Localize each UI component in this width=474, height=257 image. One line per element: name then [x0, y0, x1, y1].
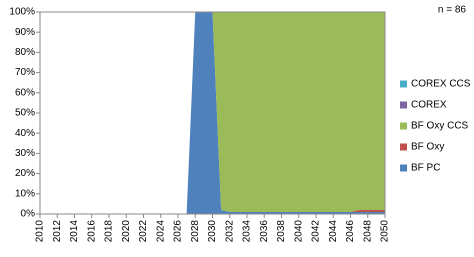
x-tick-label: 2030 — [207, 220, 218, 243]
legend-label: COREX CCS — [411, 79, 471, 90]
x-tick-label: 2038 — [276, 220, 287, 243]
x-tick-label: 2042 — [311, 220, 322, 243]
x-tick-label: 2044 — [328, 220, 339, 243]
x-tick-label: 2012 — [52, 220, 63, 243]
legend-label: COREX — [411, 100, 447, 111]
y-tick-label: 50% — [15, 108, 35, 119]
legend-swatch — [400, 80, 407, 88]
area — [40, 12, 385, 214]
legend-swatch — [400, 101, 407, 109]
x-tick-label: 2020 — [121, 220, 132, 243]
x-tick-label: 2050 — [380, 220, 391, 243]
legend-swatch — [400, 164, 407, 172]
y-tick-label: 20% — [15, 168, 35, 179]
y-tick-label: 80% — [15, 47, 35, 58]
x-tick-label: 2036 — [259, 220, 270, 243]
y-tick-label: 90% — [15, 27, 35, 38]
x-tick-label: 2022 — [138, 220, 149, 243]
y-tick-label: 70% — [15, 67, 35, 78]
legend-label: BF Oxy — [411, 142, 444, 153]
x-tick-label: 2018 — [104, 220, 115, 243]
y-tick-label: 100% — [9, 7, 35, 18]
x-tick-label: 2010 — [35, 220, 46, 243]
y-tick-label: 40% — [15, 128, 35, 139]
y-tick-label: 30% — [15, 148, 35, 159]
y-tick-label: 0% — [21, 209, 36, 220]
annotation: n = 86 — [438, 5, 467, 16]
x-tick-label: 2016 — [86, 220, 97, 243]
x-tick-label: 2046 — [345, 220, 356, 243]
x-tick-label: 2014 — [69, 220, 80, 243]
legend-swatch — [400, 122, 407, 130]
legend-swatch — [400, 143, 407, 151]
y-tick-label: 10% — [15, 188, 35, 199]
x-tick-label: 2026 — [173, 220, 184, 243]
x-tick-label: 2034 — [242, 220, 253, 243]
legend-label: BF PC — [411, 163, 440, 174]
x-tick-label: 2032 — [224, 220, 235, 243]
x-tick-label: 2048 — [362, 220, 373, 243]
x-tick-label: 2028 — [190, 220, 201, 243]
x-tick-label: 2040 — [293, 220, 304, 243]
area — [40, 12, 385, 214]
y-tick-label: 60% — [15, 87, 35, 98]
legend-label: BF Oxy CCS — [411, 121, 469, 132]
x-tick-label: 2024 — [155, 220, 166, 243]
